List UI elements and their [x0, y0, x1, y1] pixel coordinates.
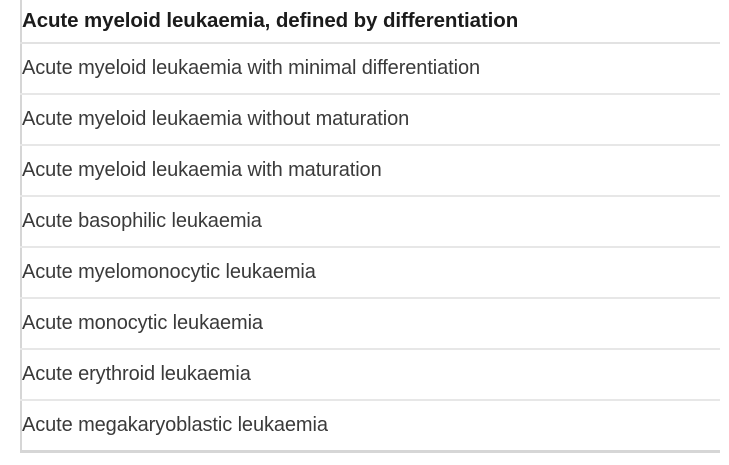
- table-row-label: Acute erythroid leukaemia: [21, 349, 720, 401]
- classification-table: Acute myeloid leukaemia, defined by diff…: [20, 0, 720, 453]
- table-row-label: Acute myelomonocytic leukaemia: [21, 247, 720, 299]
- table-row[interactable]: Acute basophilic leukaemia: [21, 196, 720, 248]
- table-body: Acute myeloid leukaemia, defined by diff…: [21, 0, 720, 451]
- table-row-label: Acute myeloid leukaemia with maturation: [21, 145, 720, 197]
- table-header-title: Acute myeloid leukaemia, defined by diff…: [21, 0, 720, 44]
- table-row-label: Acute monocytic leukaemia: [21, 298, 720, 350]
- table-row-label: Acute myeloid leukaemia without maturati…: [21, 94, 720, 146]
- table-header-row: Acute myeloid leukaemia, defined by diff…: [21, 0, 720, 44]
- table-row-label: Acute myeloid leukaemia with minimal dif…: [21, 43, 720, 95]
- table-row[interactable]: Acute myeloid leukaemia with minimal dif…: [21, 43, 720, 95]
- table-row[interactable]: Acute myeloid leukaemia with maturation: [21, 145, 720, 197]
- table-row-label: Acute megakaryoblastic leukaemia: [21, 400, 720, 451]
- table-row[interactable]: Acute myelomonocytic leukaemia: [21, 247, 720, 299]
- table-row[interactable]: Acute monocytic leukaemia: [21, 298, 720, 350]
- table-row[interactable]: Acute erythroid leukaemia: [21, 349, 720, 401]
- table-row[interactable]: Acute myeloid leukaemia without maturati…: [21, 94, 720, 146]
- table-row-label: Acute basophilic leukaemia: [21, 196, 720, 248]
- table-row[interactable]: Acute megakaryoblastic leukaemia: [21, 400, 720, 451]
